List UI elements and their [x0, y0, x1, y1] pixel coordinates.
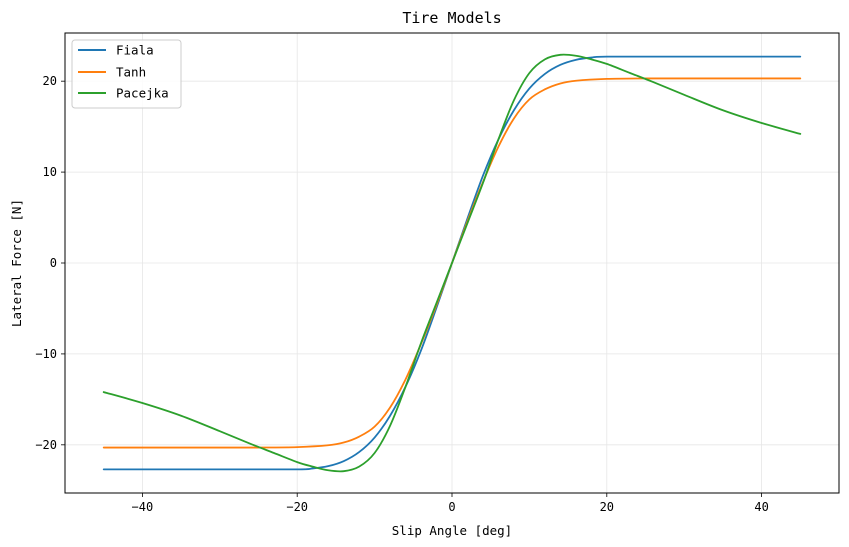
- x-tick-label: −20: [286, 500, 308, 514]
- legend-label-pacejka: Pacejka: [116, 86, 169, 101]
- legend: Fiala Tanh Pacejka: [71, 39, 182, 109]
- y-tick-label: 0: [50, 256, 57, 270]
- x-tick-label: 20: [600, 500, 614, 514]
- x-tick-label: 0: [448, 500, 455, 514]
- legend-box: [71, 39, 182, 109]
- series-lines: [102, 53, 802, 473]
- legend-label-fiala: Fiala: [116, 43, 154, 58]
- series-line-pacejka: [102, 53, 802, 473]
- y-tick-label: 20: [43, 74, 57, 88]
- ticks: −40 −20 0 20 40 −20 −10 0 10 20: [35, 74, 769, 514]
- legend-label-tanh: Tanh: [116, 65, 146, 80]
- x-tick-label: 40: [754, 500, 768, 514]
- x-tick-label: −40: [132, 500, 154, 514]
- y-tick-label: −20: [35, 438, 57, 452]
- y-tick-label: 10: [43, 165, 57, 179]
- chart-title: Tire Models: [402, 9, 501, 27]
- y-tick-label: −10: [35, 347, 57, 361]
- x-axis-label: Slip Angle [deg]: [392, 523, 512, 538]
- y-axis-label: Lateral Force [N]: [9, 199, 24, 327]
